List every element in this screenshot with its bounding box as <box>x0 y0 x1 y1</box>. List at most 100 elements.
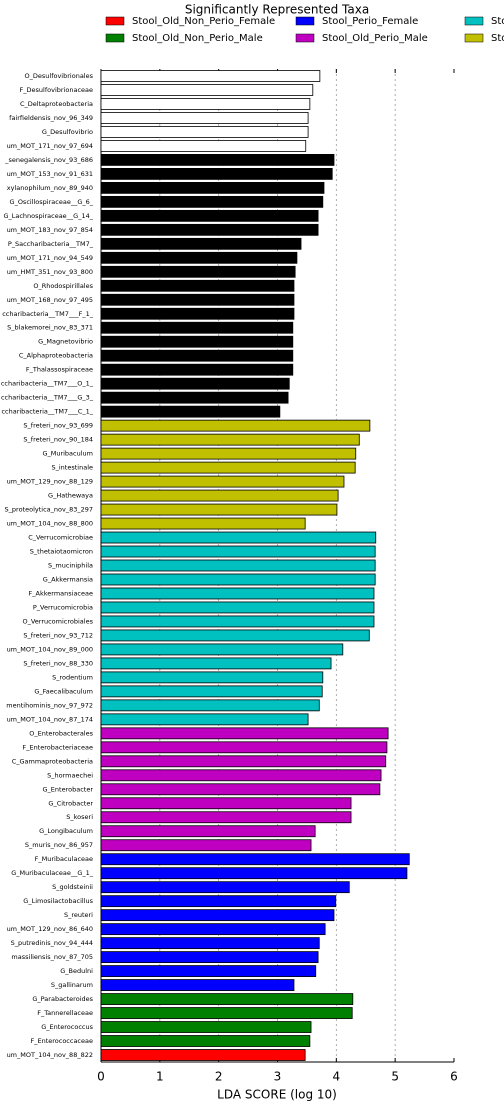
legend-label: Stoo <box>491 33 504 44</box>
bar <box>100 433 360 446</box>
x-tick-label: 3 <box>274 1070 282 1084</box>
bar <box>100 126 309 138</box>
bar <box>100 1007 353 1019</box>
category-label: C_Deltaproteobacteria <box>20 100 93 108</box>
category-label: F_Tannerellaceae <box>37 1009 93 1017</box>
bar <box>100 181 325 194</box>
bar <box>100 154 335 166</box>
category-label: S_koseri <box>66 813 93 821</box>
category-label: G_Muribaculum <box>42 450 93 458</box>
legend-label: Stool_Perio_Female <box>322 16 418 27</box>
bar <box>100 363 294 376</box>
bar <box>100 195 324 208</box>
bar <box>100 881 350 894</box>
bar <box>100 797 352 810</box>
bar <box>100 307 295 320</box>
bar <box>100 447 357 460</box>
category-label: S_muciniphila <box>48 562 93 570</box>
category-label: um_HMT_351_nov_93_800 <box>7 268 93 276</box>
category-label: F_Desulfovibrionaceae <box>20 86 93 94</box>
bar <box>100 545 376 558</box>
bar <box>100 517 306 530</box>
category-label: xylanophilum_nov_89_940 <box>7 184 93 192</box>
category-label: mentihominis_nov_97_972 <box>6 701 93 709</box>
category-label: F_Muribaculaceae <box>35 855 93 863</box>
bar <box>100 825 316 838</box>
x-tick-label: 6 <box>450 1070 458 1084</box>
bar <box>100 251 298 264</box>
category-label: massiliensis_nov_87_705 <box>11 953 93 961</box>
category-label: ccharibacteria__TM7___G_3_ <box>1 394 94 402</box>
category-label: F_Enterococcaceae <box>30 1037 93 1045</box>
bar <box>100 601 375 614</box>
category-label: G_Desulfovibrio <box>42 128 93 136</box>
legend-label: Stool_Old_Perio_Male <box>322 33 428 44</box>
category-label: S_putredinis_nov_94_444 <box>11 939 93 947</box>
category-label: G_Parabacteroides <box>32 995 93 1003</box>
legend-swatch <box>464 33 484 43</box>
legend-label: Stool_Old_Non_Perio_Male <box>132 33 263 44</box>
bar <box>100 265 296 278</box>
category-label: C_Verrucomicrobiae <box>28 534 93 542</box>
bar <box>100 853 410 866</box>
bar <box>100 167 333 180</box>
category-label: S_reuteri <box>64 911 93 919</box>
category-label: S_freteri_nov_90_184 <box>23 436 93 444</box>
category-label: G_Longibaculum <box>39 827 93 835</box>
category-label: G_Citrobacter <box>48 799 93 807</box>
bar <box>100 937 320 950</box>
legend-swatch <box>105 33 125 43</box>
bar <box>100 657 332 670</box>
category-label: S_freteri_nov_88_330 <box>23 659 93 667</box>
category-label: um_MOT_104_nov_88_822 <box>7 1051 93 1059</box>
legend-label: Stool_Old_Non_Perio_Female <box>132 16 275 27</box>
category-label: G_Enterobacter <box>43 785 94 793</box>
bar <box>100 293 295 306</box>
bar <box>100 279 295 292</box>
category-label: um_MOT_153_nov_91_631 <box>7 170 93 178</box>
legend-swatch <box>105 16 125 26</box>
category-label: um_MOT_129_nov_88_129 <box>7 478 93 486</box>
bar <box>100 965 317 977</box>
bar <box>100 1035 311 1047</box>
bar <box>100 895 337 908</box>
category-label: G_Bedulni <box>60 967 93 975</box>
category-label: S_muris_nov_86_957 <box>25 841 93 849</box>
category-label: G_Enterococcus <box>41 1023 93 1031</box>
bar <box>100 1049 306 1061</box>
bar <box>100 559 376 572</box>
bar <box>100 909 335 922</box>
category-label: G_Akkermansia <box>43 575 93 583</box>
bar <box>100 615 375 628</box>
category-label: O_Desulfovibrionales <box>25 72 94 80</box>
x-tick-label: 4 <box>333 1070 341 1084</box>
bar <box>100 951 319 964</box>
bar <box>100 643 344 656</box>
bar <box>100 993 354 1005</box>
bar <box>100 755 387 768</box>
bar <box>100 741 388 754</box>
bar <box>100 713 309 726</box>
category-label: F_Akkermansiaceae <box>29 589 93 597</box>
category-label: ccharibacteria__TM7___C_1_ <box>1 408 93 416</box>
bar <box>100 923 326 936</box>
category-label: O_Verrucomicrobiales <box>22 617 93 625</box>
category-label: S_proteolytica_nov_83_297 <box>5 506 93 514</box>
bar <box>100 140 307 152</box>
category-label: um_MOT_104_nov_88_800 <box>7 520 93 528</box>
category-label: S_goldsteinii <box>52 883 93 891</box>
category-label: um_MOT_104_nov_89_000 <box>7 645 93 653</box>
category-label: C_Gammaproteobacteria <box>12 757 93 765</box>
category-label: S_freteri_nov_93_712 <box>23 631 93 639</box>
bar <box>100 1021 312 1033</box>
bar <box>100 811 352 824</box>
category-label: S_rodentium <box>52 673 93 681</box>
bar <box>100 98 311 110</box>
bar <box>100 112 309 124</box>
x-tick-label: 0 <box>97 1070 105 1084</box>
bar <box>100 573 376 586</box>
category-label: ccharibacteria__TM7___F_1_ <box>2 310 94 318</box>
category-label: G_Limosilactobacillus <box>23 897 93 905</box>
bar <box>100 377 290 390</box>
category-label: um_MOT_104_nov_87_174 <box>7 715 93 723</box>
